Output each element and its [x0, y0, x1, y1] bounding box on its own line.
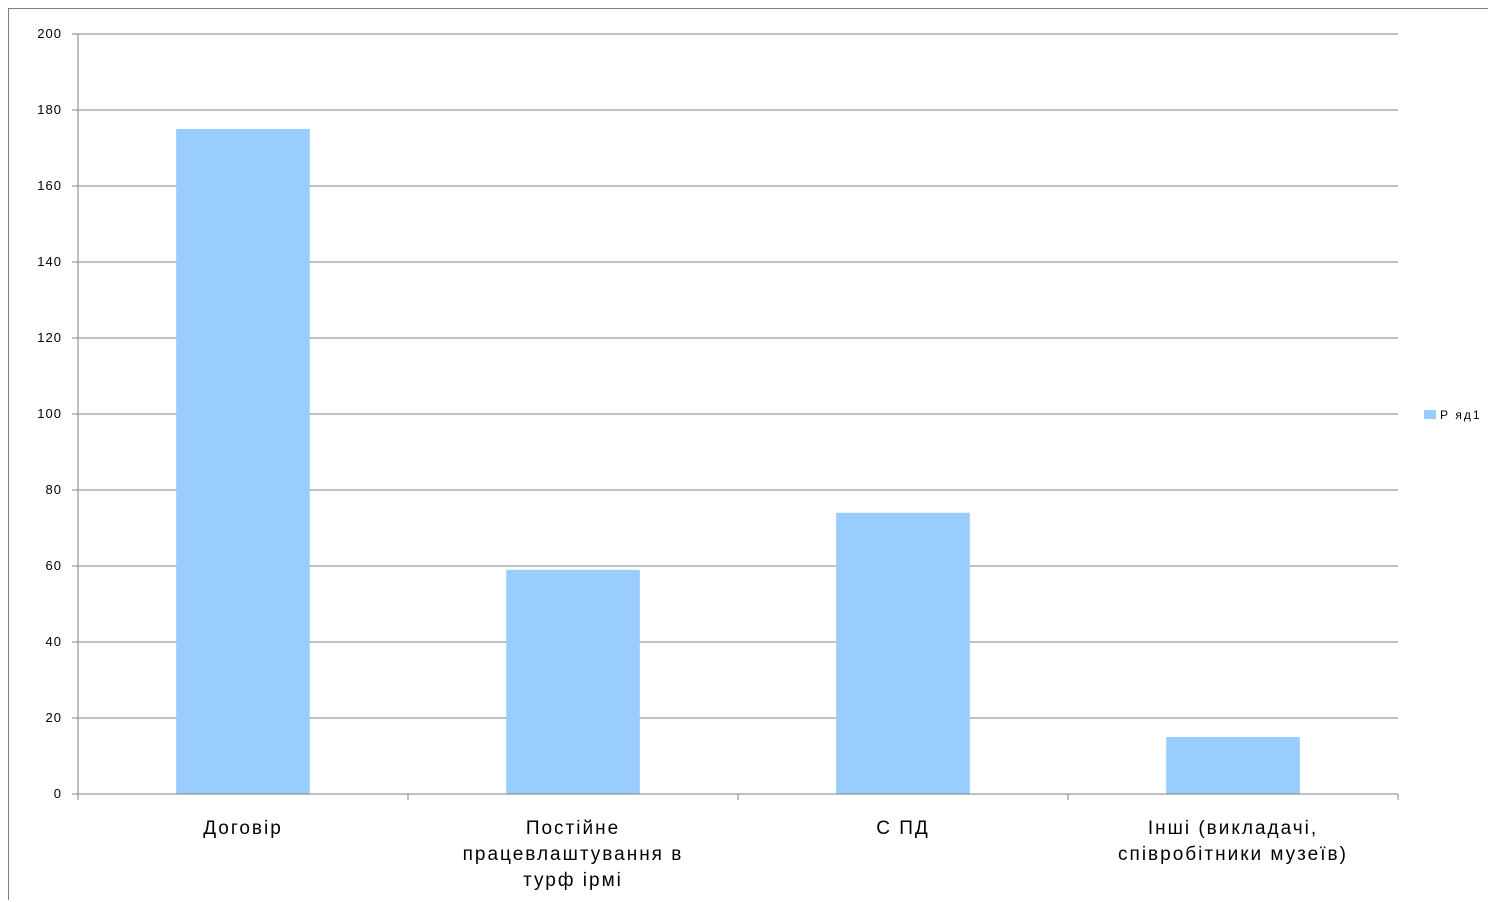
y-tick-label: 100 [37, 406, 62, 421]
axes [72, 33, 1399, 800]
y-tick-label: 120 [37, 330, 62, 345]
bar [506, 569, 640, 794]
y-tick-label: 200 [37, 26, 62, 41]
y-tick-label: 60 [46, 558, 62, 573]
x-tick-label: Інші (викладачі, співробітники музеїв) [1118, 818, 1348, 865]
x-tick-label: Постійне працевлаштування в турф ірмі [463, 818, 684, 891]
y-tick-label: 20 [46, 710, 62, 725]
gridlines [78, 33, 1398, 719]
y-tick-label: 140 [37, 254, 62, 269]
y-axis-tick-labels: 0 20 40 60 80 100 120 140 160 180 200 [37, 26, 62, 801]
y-tick-label: 180 [37, 102, 62, 117]
chart-frame [8, 8, 1488, 900]
y-tick-label: 160 [37, 178, 62, 193]
legend-label: Р яд1 [1440, 408, 1482, 422]
y-tick-label: 40 [46, 634, 62, 649]
x-axis-tick-labels: Договір Постійне працевлаштування в турф ір… [203, 818, 1348, 891]
legend: Р яд1 [1424, 408, 1482, 422]
bar [1166, 737, 1300, 794]
x-tick-label: С ПД [876, 818, 930, 839]
bar [176, 129, 310, 794]
bars [176, 129, 1300, 794]
bar [836, 512, 970, 794]
y-tick-label: 0 [54, 786, 62, 801]
x-tick-label: Договір [203, 818, 283, 839]
y-tick-label: 80 [46, 482, 62, 497]
legend-swatch [1424, 410, 1436, 419]
